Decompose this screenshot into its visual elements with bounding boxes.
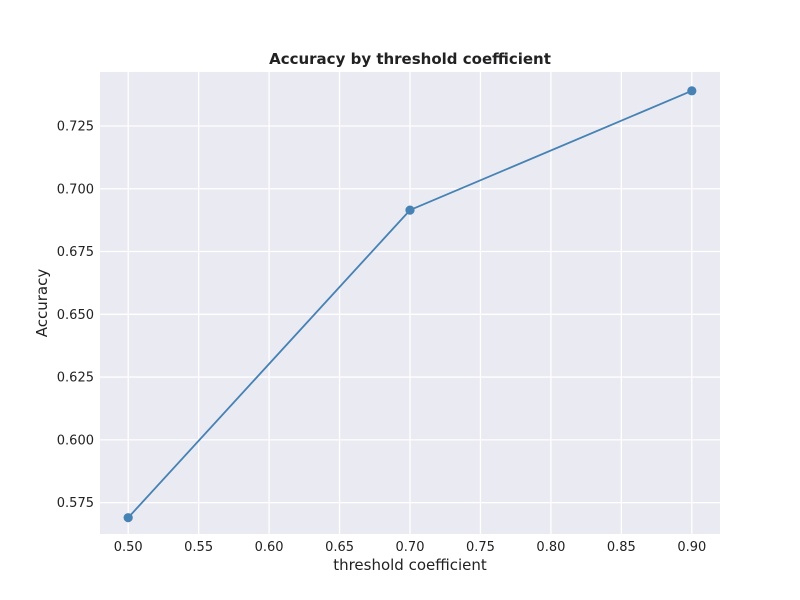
y-tick-label: 0.675 xyxy=(57,245,94,260)
data-point xyxy=(405,205,415,215)
y-axis-ticks: 0.575 0.600 0.625 0.650 0.675 0.700 0.725 xyxy=(57,119,94,511)
data-point xyxy=(123,513,133,523)
y-tick-label: 0.575 xyxy=(57,496,94,511)
data-point xyxy=(687,86,697,96)
y-tick-label: 0.700 xyxy=(57,182,94,197)
x-axis-ticks: 0.50 0.55 0.60 0.65 0.70 0.75 0.80 0.85 0.90 xyxy=(114,540,707,555)
y-tick-label: 0.600 xyxy=(57,433,94,448)
x-axis-label: threshold coefficient xyxy=(333,556,487,574)
y-tick-label: 0.725 xyxy=(57,119,94,134)
x-tick-label: 0.85 xyxy=(607,540,636,555)
x-tick-label: 0.80 xyxy=(536,540,565,555)
x-tick-label: 0.50 xyxy=(114,540,143,555)
x-tick-label: 0.65 xyxy=(325,540,354,555)
x-tick-label: 0.60 xyxy=(255,540,284,555)
y-tick-label: 0.625 xyxy=(57,371,94,386)
x-tick-label: 0.90 xyxy=(677,540,706,555)
chart-title: Accuracy by threshold coefficient xyxy=(269,50,551,68)
series-layer xyxy=(123,86,697,523)
x-tick-label: 0.55 xyxy=(184,540,213,555)
x-tick-label: 0.75 xyxy=(466,540,495,555)
grid xyxy=(100,72,720,534)
y-axis-label: Accuracy xyxy=(33,269,51,338)
x-tick-label: 0.70 xyxy=(396,540,425,555)
y-tick-label: 0.650 xyxy=(57,308,94,323)
